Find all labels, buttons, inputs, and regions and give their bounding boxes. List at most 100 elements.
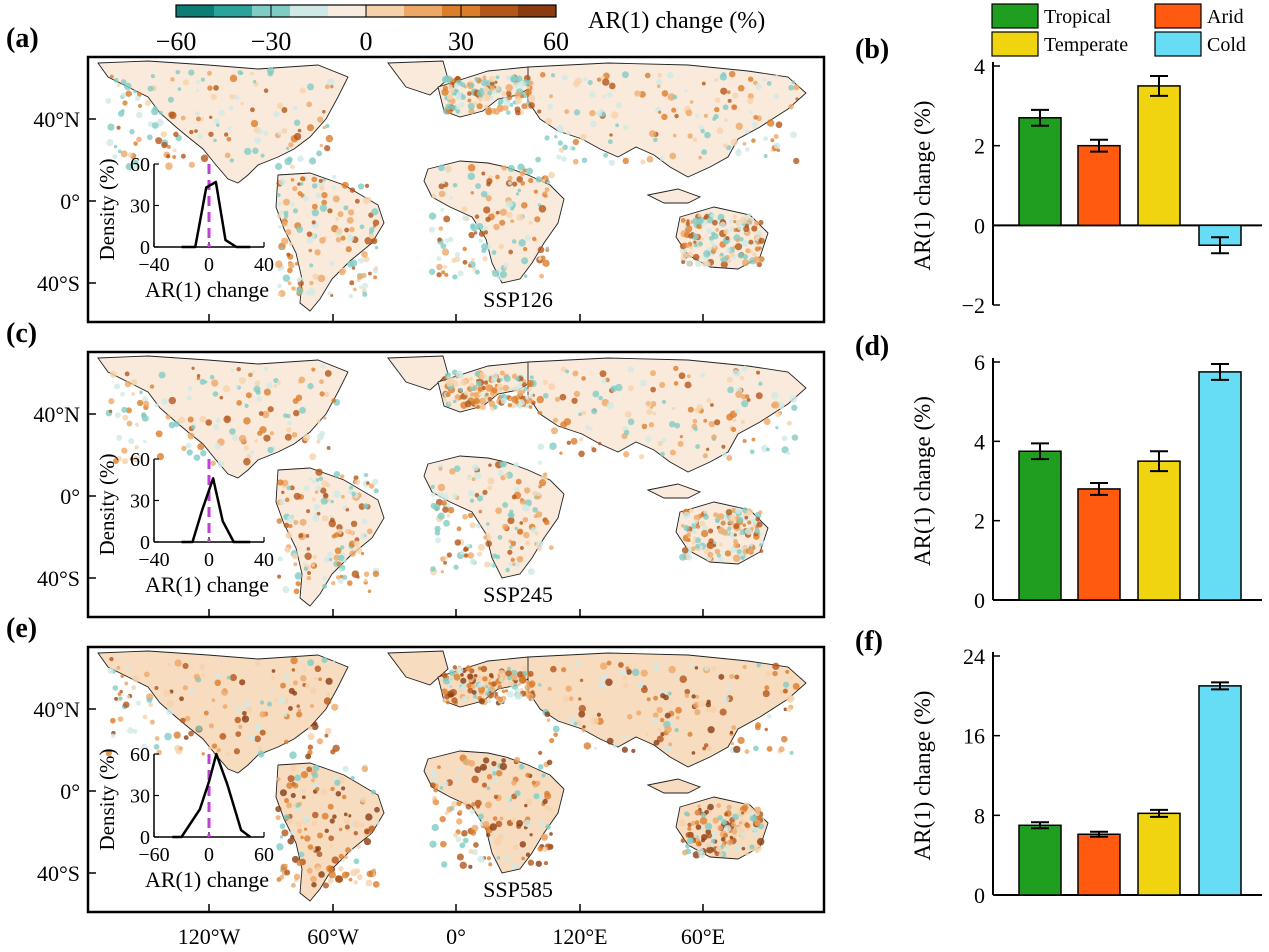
map-pixel (156, 452, 165, 461)
map-pixel (748, 239, 754, 245)
map-pixel (467, 673, 474, 680)
map-pixel (271, 669, 276, 673)
map-pixel (319, 185, 325, 191)
map-pixel (532, 507, 539, 513)
latitude-label: 0° (60, 779, 80, 804)
map-pixel (469, 392, 475, 397)
map-pixel (460, 82, 466, 88)
map-pixel (368, 830, 373, 834)
map-pixel (717, 213, 725, 221)
map-pixel (274, 698, 278, 702)
map-pixel (317, 274, 326, 283)
map-pixel (730, 138, 738, 146)
map-pixel (791, 434, 799, 441)
map-pixel (446, 514, 451, 518)
map-pixel (660, 693, 666, 699)
map-pixel (474, 214, 480, 219)
map-pixel (601, 378, 607, 384)
map-pixel (478, 230, 486, 237)
map-pixel (506, 211, 513, 219)
map-pixel (236, 366, 241, 372)
map-pixel (254, 137, 261, 144)
map-pixel (640, 159, 646, 165)
map-pixel (116, 83, 121, 87)
map-pixel (475, 183, 482, 189)
map-pixel (564, 109, 570, 115)
map-pixel (694, 260, 702, 268)
map-pixel (733, 533, 737, 537)
map-pixel (519, 546, 524, 550)
map-pixel (741, 259, 750, 267)
map-pixel (700, 812, 707, 818)
map-pixel (259, 426, 267, 434)
map-pixel (444, 272, 449, 278)
map-pixel (765, 447, 770, 452)
map-pixel (720, 520, 726, 526)
map-pixel (727, 258, 732, 264)
map-pixel (704, 213, 710, 219)
map-pixel (316, 738, 324, 745)
map-pixel (254, 439, 258, 443)
map-pixel (549, 832, 553, 836)
map-pixel (284, 546, 291, 553)
map-pixel (160, 131, 167, 138)
map-pixel (506, 675, 512, 681)
map-pixel (683, 225, 687, 229)
map-pixel (323, 416, 327, 420)
map-pixel (316, 419, 321, 424)
map-pixel (323, 556, 330, 563)
map-pixel (349, 226, 355, 233)
map-pixel (684, 693, 690, 699)
map-pixel (320, 487, 327, 494)
map-pixel (719, 708, 727, 716)
map-panel-letter: (e) (6, 613, 37, 644)
map-pixel (556, 154, 562, 160)
map-pixel (503, 374, 511, 383)
map-pixel (469, 558, 477, 565)
map-pixel (250, 107, 255, 113)
map-pixel (724, 550, 732, 557)
map-pixel (582, 725, 586, 729)
y-axis-label: AR(1) change (%) (910, 396, 935, 566)
map-pixel (307, 83, 315, 91)
map-pixel (292, 105, 298, 111)
map-pixel (478, 372, 487, 380)
map-pixel (513, 461, 520, 468)
map-pixel (336, 561, 342, 567)
map-pixel (180, 115, 186, 121)
map-pixel (764, 685, 770, 691)
map-pixel (789, 750, 794, 755)
map-pixel (752, 252, 757, 257)
map-pixel (693, 519, 699, 525)
map-pixel (713, 541, 717, 545)
colorbar-gradient (176, 5, 557, 17)
map-pixel (298, 533, 304, 539)
map-pixel (333, 470, 341, 478)
map-pixel (474, 371, 480, 377)
map-pixel (532, 490, 538, 497)
map-pixel (244, 147, 252, 156)
map-pixel (374, 245, 379, 250)
map-pixel (732, 554, 741, 562)
map-pixel (368, 227, 375, 233)
map-pixel (166, 144, 171, 149)
map-pixel (193, 673, 200, 680)
map-pixel (733, 523, 740, 530)
map-pixel (180, 153, 186, 159)
map-pixel (686, 532, 691, 537)
map-pixel (372, 881, 380, 888)
map-pixel (596, 712, 601, 717)
map-pixel (759, 549, 764, 553)
map-pixel (751, 225, 758, 232)
map-pixel (306, 509, 311, 514)
map-pixel (734, 845, 741, 852)
map-pixel (505, 90, 512, 97)
map-pixel (528, 405, 533, 409)
map-pixel (486, 698, 492, 704)
map-pixel (661, 437, 667, 443)
map-pixel (281, 221, 288, 227)
map-pixel (680, 217, 686, 223)
map-pixel (322, 583, 327, 589)
